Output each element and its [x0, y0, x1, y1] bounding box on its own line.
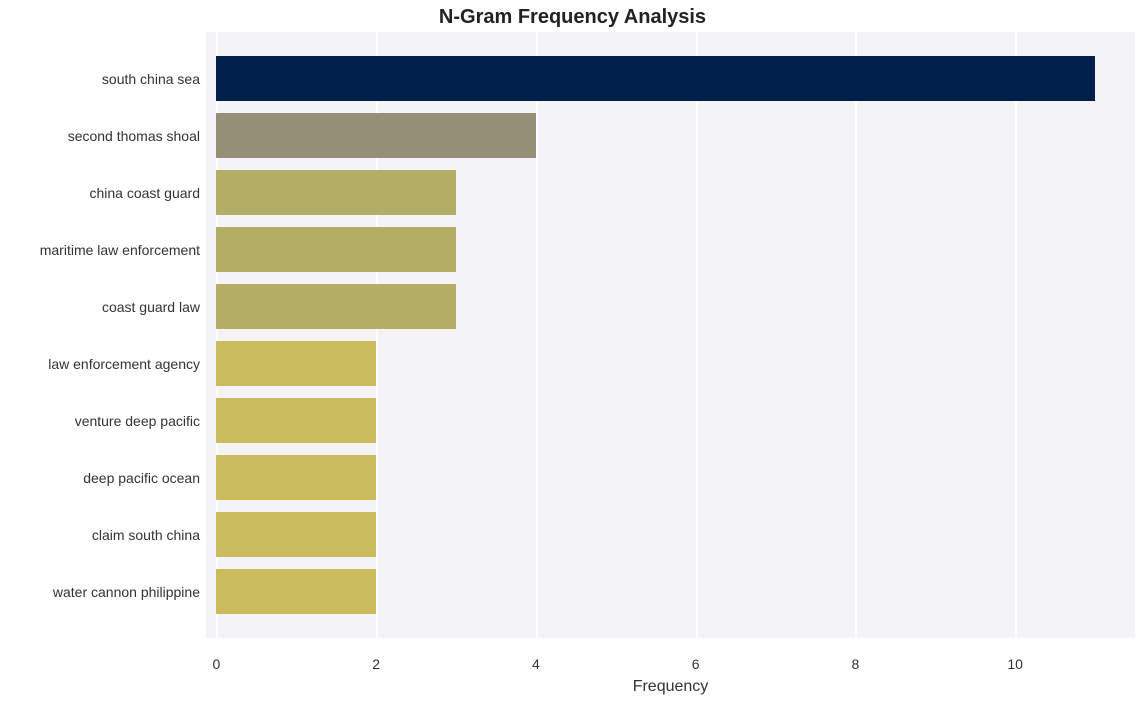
- ngram-frequency-chart: N-Gram Frequency Analysis south china se…: [0, 0, 1145, 701]
- bar: [216, 398, 376, 444]
- x-tick-label: 0: [212, 656, 220, 672]
- gridline: [696, 32, 698, 638]
- y-tick-label: south china sea: [102, 71, 200, 87]
- bar: [216, 569, 376, 615]
- y-tick-label: venture deep pacific: [75, 413, 200, 429]
- bar: [216, 56, 1095, 102]
- bar: [216, 455, 376, 501]
- gridline: [536, 32, 538, 638]
- plot-area: [206, 32, 1135, 638]
- y-tick-label: deep pacific ocean: [83, 470, 200, 486]
- y-tick-label: coast guard law: [102, 299, 200, 315]
- x-axis-label: Frequency: [633, 678, 709, 696]
- gridline: [1015, 32, 1017, 638]
- gridline: [855, 32, 857, 638]
- y-tick-label: china coast guard: [89, 185, 200, 201]
- y-tick-label: water cannon philippine: [53, 584, 200, 600]
- y-tick-label: law enforcement agency: [48, 356, 200, 372]
- bar: [216, 341, 376, 387]
- bar: [216, 170, 456, 216]
- bar: [216, 284, 456, 330]
- chart-title: N-Gram Frequency Analysis: [0, 6, 1145, 29]
- bar: [216, 227, 456, 273]
- y-tick-label: claim south china: [92, 527, 200, 543]
- bar: [216, 512, 376, 558]
- x-tick-label: 10: [1007, 656, 1023, 672]
- x-tick-label: 6: [692, 656, 700, 672]
- y-tick-label: second thomas shoal: [68, 128, 200, 144]
- bar: [216, 113, 536, 159]
- y-tick-label: maritime law enforcement: [40, 242, 200, 258]
- x-tick-label: 2: [372, 656, 380, 672]
- x-tick-label: 4: [532, 656, 540, 672]
- x-tick-label: 8: [852, 656, 860, 672]
